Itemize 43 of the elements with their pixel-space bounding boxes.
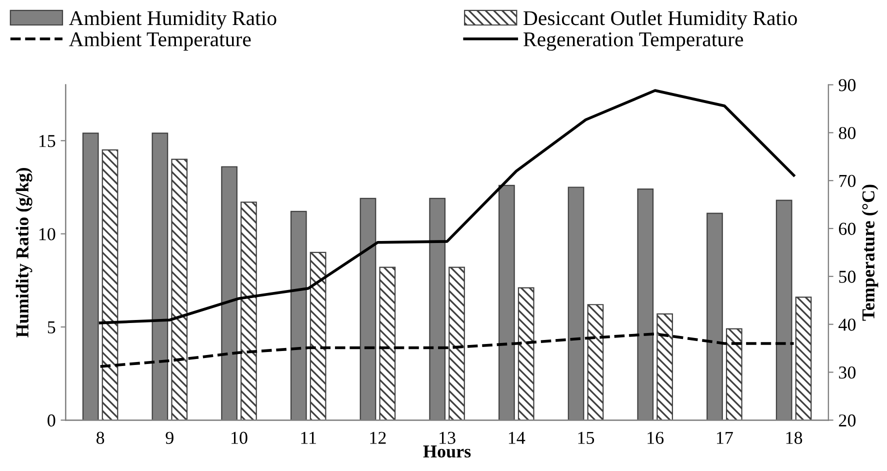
y2-tick-label: 70 [839,174,856,188]
y2-tick-label: 90 [838,79,856,92]
y-axis-title: Humidity Ratio (g/kg) [16,168,32,338]
x-tick-label: 17 [717,432,733,444]
x-tick-label: 8 [96,432,104,444]
line-series [98,332,796,368]
bar [379,266,396,420]
y-tick-label: 0 [48,414,56,427]
bar [102,149,118,420]
legend-label: Desiccant Outlet Humidity Ratio [524,10,797,30]
y-tick-label: 15 [39,135,56,148]
y2-tick-label: 40 [838,318,856,331]
bar [240,202,257,420]
y-tick-label: 5 [48,321,56,334]
legend-label: Ambient Temperature [68,32,251,51]
x-tick-label: 12 [370,432,386,444]
bar [448,266,465,420]
bar [518,287,534,420]
legend-label: Regeneration Temperature [524,32,744,51]
x-tick-label: 16 [648,432,664,444]
x-tick-label: 11 [301,432,316,444]
bar [310,252,326,420]
bar [726,328,742,420]
bar [656,313,673,420]
bar [795,296,812,420]
y2-tick-label: 30 [839,366,856,379]
x-tick-label: 13 [440,432,456,444]
y2-tick-label: 80 [838,126,856,140]
x-tick-label: 18 [786,432,802,444]
x-tick-label: 9 [166,432,174,444]
y2-axis-title: Temperature (°C) [862,184,878,321]
bar [171,158,188,420]
y2-tick-label: 20 [838,414,856,427]
x-axis-title: Hours [423,446,471,458]
x-tick-label: 15 [578,432,594,444]
y-tick-label: 10 [39,228,56,240]
y2-tick-label: 60 [838,222,856,235]
y2-tick-label: 50 [839,270,856,283]
legend-label: Ambient Humidity Ratio [68,10,276,30]
x-tick-label: 10 [232,432,248,444]
line-series [98,89,796,324]
bar [587,304,604,420]
x-tick-label: 14 [508,432,526,444]
